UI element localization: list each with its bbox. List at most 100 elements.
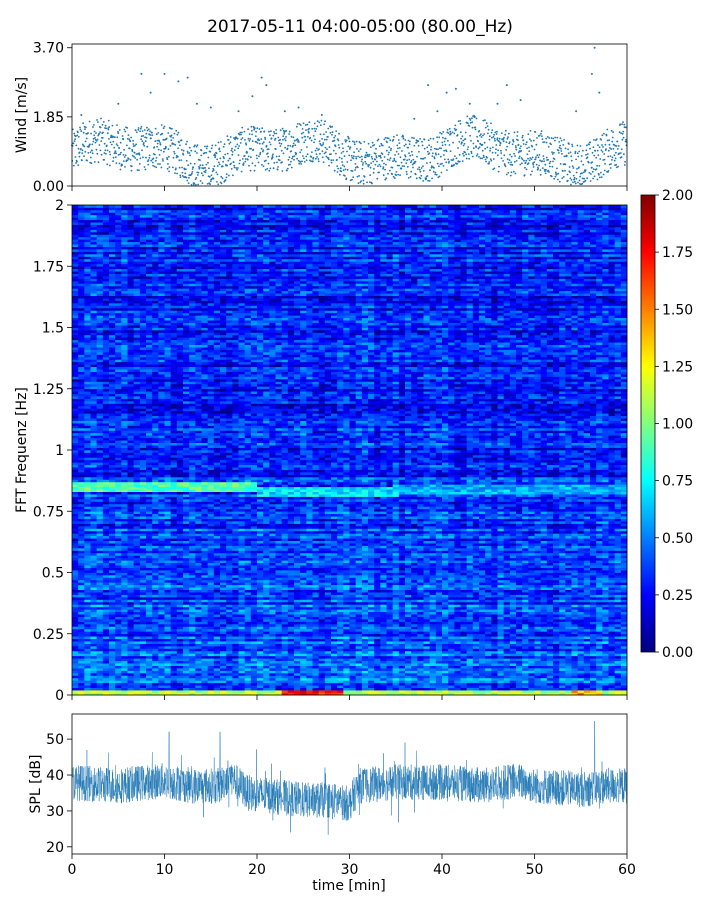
spectrogram-cell (602, 619, 609, 622)
spectrogram-cell (239, 619, 246, 622)
spectrogram-cell (572, 661, 579, 664)
spectrogram-cell (257, 612, 264, 615)
wind-point (604, 163, 606, 165)
wind-point (568, 152, 570, 154)
spectrogram-cell (522, 680, 529, 683)
spectrogram-cell (387, 631, 394, 634)
wind-point (554, 158, 556, 160)
spectrogram-cell (448, 658, 455, 661)
spectrogram-cell (436, 675, 443, 678)
wind-point (547, 159, 549, 161)
spectrogram-cell (362, 639, 369, 642)
spectrogram-cell (146, 678, 153, 681)
spectrogram-cell (245, 609, 252, 612)
wind-point (453, 133, 455, 135)
spectrogram-cell (109, 680, 116, 683)
spectrogram-cell (504, 661, 511, 664)
wind-point (232, 151, 234, 153)
wind-point (243, 164, 245, 166)
spectrogram-cell (171, 658, 178, 661)
spectrogram-cell (572, 648, 579, 651)
spectrogram-cell (498, 641, 505, 644)
spectrogram-cell (405, 629, 412, 632)
wind-point (545, 173, 547, 175)
spectrogram-cell (263, 685, 270, 688)
spectrogram-cell (590, 619, 597, 622)
wind-point (234, 138, 236, 140)
spectrogram-cell (615, 644, 622, 647)
spectrogram-cell (473, 614, 480, 617)
wind-point (229, 158, 231, 160)
wind-point (264, 131, 266, 133)
spectrogram-cell (430, 671, 437, 674)
spectrogram-cell (134, 651, 141, 654)
spectrogram-cell (559, 639, 566, 642)
spectrogram-cell (491, 612, 498, 615)
spectrogram-cell (220, 671, 227, 674)
spectrogram-cell (121, 685, 128, 688)
spectrogram-cell (313, 671, 320, 674)
spectrogram-cell (72, 656, 79, 659)
spectrogram-cell (436, 624, 443, 627)
spectrogram-cell (97, 668, 104, 671)
wind-point (466, 116, 468, 118)
spectrogram-cell (454, 614, 461, 617)
spectrogram-cell (276, 619, 283, 622)
wind-point (280, 145, 282, 147)
spectrogram-cell (171, 690, 178, 693)
spectrogram-cell (393, 612, 400, 615)
wind-point (346, 161, 348, 163)
wind-gust-point (284, 110, 286, 112)
spectrogram-cell (596, 617, 603, 620)
wind-point (607, 156, 609, 158)
spectrogram-cell (208, 651, 215, 654)
spectrogram-cell (596, 690, 603, 693)
spectrogram-cell (158, 673, 165, 676)
spectrogram-cell (448, 653, 455, 656)
spectrogram-cell (596, 666, 603, 669)
wind-point (336, 165, 338, 167)
spectrogram-cell (374, 619, 381, 622)
spectrogram-cell (516, 639, 523, 642)
wind-points (71, 47, 628, 186)
wind-yticks: 0.001.853.70 (33, 41, 72, 195)
spectrogram-cell (417, 636, 424, 639)
spectrogram-cell (288, 624, 295, 627)
wind-point (158, 149, 160, 151)
wind-point (507, 158, 509, 160)
spectrogram-cell (72, 631, 79, 634)
spectrogram-cell (491, 671, 498, 674)
spectrogram-cell (609, 690, 616, 693)
wind-point (160, 150, 162, 152)
spectrogram-cell (559, 617, 566, 620)
spectrogram-cell (498, 626, 505, 629)
spectrogram-cell (288, 639, 295, 642)
spectrogram-cell (541, 631, 548, 634)
wind-point (498, 171, 500, 173)
wind-point (177, 156, 179, 158)
spectrogram-cell (479, 666, 486, 669)
spectrogram-cell (294, 617, 301, 620)
spectrogram-cell (350, 612, 357, 615)
spectrogram-cell (343, 658, 350, 661)
spectrogram-cell (528, 636, 535, 639)
spectrogram-cell (621, 663, 628, 666)
spectrogram-cell (491, 646, 498, 649)
wind-point (469, 135, 471, 137)
spectrogram-cell (183, 646, 190, 649)
wind-point (288, 133, 290, 135)
spectrogram-cell (214, 644, 221, 647)
spectrogram-cell (257, 658, 264, 661)
spectrogram-cell (319, 629, 326, 632)
wind-point (489, 150, 491, 152)
spectrogram-cell (609, 626, 616, 629)
spectrogram-cell (300, 646, 307, 649)
wind-point (508, 162, 510, 164)
spectrogram-cell (337, 612, 344, 615)
wind-point (108, 120, 110, 122)
spectrogram-cell (146, 663, 153, 666)
spectrogram-cell (276, 629, 283, 632)
wind-point (250, 148, 252, 150)
spectrogram-cell (165, 663, 172, 666)
spectrogram-cell (128, 631, 135, 634)
